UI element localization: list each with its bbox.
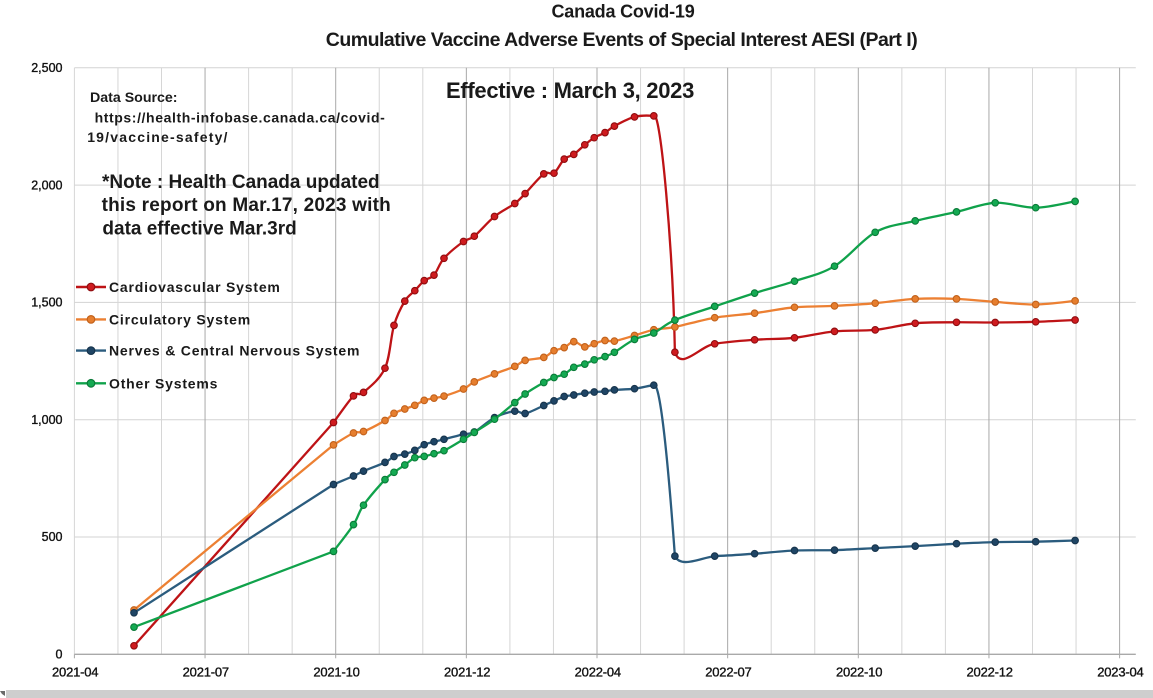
svg-text:https://health-infobase.canada: https://health-infobase.canada.ca/covid-: [95, 110, 386, 126]
svg-text:Cumulative Vaccine Adverse Eve: Cumulative Vaccine Adverse Events of Spe…: [326, 29, 917, 51]
svg-text:Data Source:: Data Source:: [90, 90, 178, 106]
svg-text:Effective : March 3, 2023: Effective : March 3, 2023: [446, 78, 694, 103]
svg-text:0: 0: [56, 648, 63, 662]
svg-text:1,000: 1,000: [31, 413, 62, 427]
svg-text:2023-04: 2023-04: [1097, 664, 1143, 679]
svg-text:2,000: 2,000: [31, 178, 62, 192]
svg-text:2021-12: 2021-12: [444, 664, 490, 679]
svg-text:2022-07: 2022-07: [705, 664, 751, 679]
svg-text:2021-04: 2021-04: [52, 664, 98, 679]
svg-text:2022-10: 2022-10: [836, 664, 882, 679]
svg-text:2022-04: 2022-04: [575, 664, 621, 679]
svg-text:*Note : Health Canada updated: *Note : Health Canada updated: [102, 172, 380, 193]
svg-text:500: 500: [42, 530, 63, 544]
svg-text:2022-12: 2022-12: [967, 664, 1013, 679]
svg-text:this report on Mar.17, 2023 wi: this report on Mar.17, 2023 with: [102, 195, 391, 216]
svg-text:1,500: 1,500: [31, 296, 62, 310]
svg-text:Cardiovascular System: Cardiovascular System: [109, 279, 281, 295]
svg-text:Nerves & Central Nervous Syste: Nerves & Central Nervous System: [109, 343, 360, 359]
svg-text:Other Systems: Other Systems: [109, 375, 218, 391]
svg-text:2021-07: 2021-07: [183, 664, 229, 679]
svg-text:Canada Covid-19: Canada Covid-19: [551, 2, 694, 22]
svg-text:19/vaccine-safety/: 19/vaccine-safety/: [87, 129, 228, 145]
svg-text:2,500: 2,500: [31, 61, 62, 75]
svg-text:2021-10: 2021-10: [313, 664, 359, 679]
svg-text:Circulatory System: Circulatory System: [109, 311, 251, 327]
svg-text:data effective Mar.3rd: data effective Mar.3rd: [102, 219, 296, 240]
